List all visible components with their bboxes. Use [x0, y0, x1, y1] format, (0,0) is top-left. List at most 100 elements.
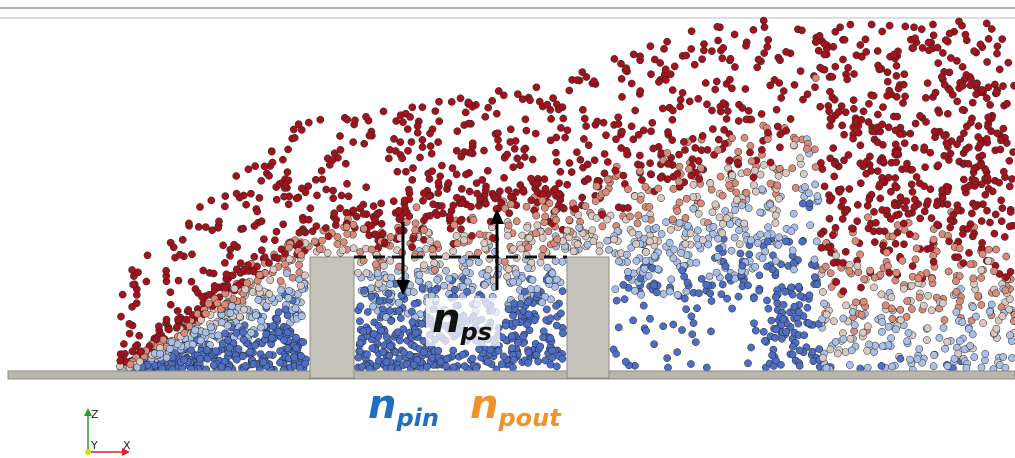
particle: [636, 168, 643, 175]
particle: [282, 306, 289, 313]
particle: [394, 168, 401, 175]
particle: [834, 350, 841, 357]
particle: [979, 152, 986, 159]
particle: [679, 267, 686, 274]
particle: [302, 189, 309, 196]
particle: [156, 350, 163, 357]
particle: [695, 290, 702, 297]
particle: [494, 130, 501, 137]
particle: [664, 38, 671, 45]
particle: [847, 21, 854, 28]
label-npin: npin: [368, 382, 439, 432]
particle: [670, 185, 677, 192]
particle: [285, 244, 292, 251]
particle: [930, 258, 937, 265]
particle: [676, 199, 683, 206]
particle: [293, 195, 300, 202]
particle: [977, 41, 984, 48]
particle: [638, 291, 645, 298]
particle: [699, 237, 706, 244]
particle: [533, 180, 540, 187]
particle: [841, 131, 848, 138]
particle: [979, 239, 986, 246]
particle: [928, 275, 935, 282]
particle: [944, 110, 951, 117]
particle: [204, 355, 211, 362]
particle: [283, 270, 290, 277]
particle: [350, 245, 357, 252]
particle: [668, 276, 675, 283]
particle: [295, 121, 302, 128]
particle: [393, 117, 400, 124]
particle: [750, 174, 757, 181]
particle: [326, 161, 333, 168]
particle: [434, 276, 441, 283]
particle: [870, 348, 877, 355]
particle: [284, 169, 291, 176]
particle: [953, 308, 960, 315]
particle: [547, 315, 554, 322]
particle: [709, 126, 716, 133]
particle: [436, 118, 443, 125]
particle: [495, 144, 502, 151]
particle: [429, 354, 436, 361]
particle: [669, 216, 676, 223]
particle: [946, 30, 953, 37]
particle: [593, 183, 600, 190]
particle: [912, 120, 919, 127]
particle: [846, 185, 853, 192]
particle: [623, 251, 630, 258]
particle: [746, 149, 753, 156]
particle: [202, 310, 209, 317]
particle: [735, 227, 742, 234]
particle: [664, 128, 671, 135]
particle: [206, 291, 213, 298]
particle: [936, 109, 943, 116]
particle: [934, 221, 941, 228]
particle: [218, 363, 225, 370]
particle: [700, 47, 707, 54]
particle: [828, 194, 835, 201]
particle: [215, 332, 222, 339]
particle: [428, 150, 435, 157]
particle: [925, 39, 932, 46]
particle: [863, 48, 870, 55]
axis-label: X: [123, 439, 131, 452]
particle: [398, 292, 405, 299]
particle: [832, 224, 839, 231]
particle: [778, 94, 785, 101]
particle: [752, 327, 759, 334]
particle: [250, 360, 257, 367]
particle: [859, 329, 866, 336]
particle: [634, 161, 641, 168]
particle: [833, 278, 840, 285]
particle: [695, 95, 702, 102]
particle: [630, 317, 637, 324]
particle: [791, 81, 798, 88]
particle: [972, 313, 979, 320]
particle: [772, 257, 779, 264]
particle: [1002, 287, 1009, 294]
particle: [782, 238, 789, 245]
particle: [670, 255, 677, 262]
particle: [513, 189, 520, 196]
particle: [138, 348, 145, 355]
particle: [174, 307, 181, 314]
particle: [758, 110, 765, 117]
particle: [517, 300, 524, 307]
particle: [944, 338, 951, 345]
particle: [848, 347, 855, 354]
particle: [827, 270, 834, 277]
particle: [893, 184, 900, 191]
particle: [564, 181, 571, 188]
particle: [884, 263, 891, 270]
particle: [780, 301, 787, 308]
particle: [313, 192, 320, 199]
particle: [510, 356, 517, 363]
particle: [510, 278, 517, 285]
particle: [374, 270, 381, 277]
particle: [972, 177, 979, 184]
particle: [944, 188, 951, 195]
particle: [386, 281, 393, 288]
